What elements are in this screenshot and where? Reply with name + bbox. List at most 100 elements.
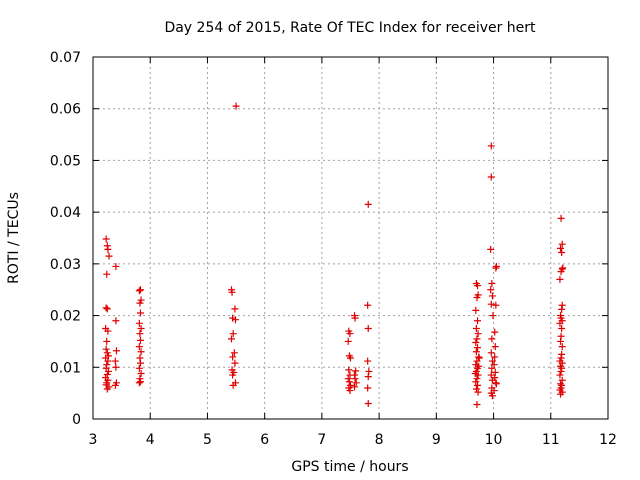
data-point	[135, 364, 143, 372]
data-point	[472, 378, 480, 386]
data-point	[556, 319, 564, 327]
data-point	[556, 275, 564, 283]
data-point	[346, 330, 354, 338]
data-point	[231, 316, 239, 324]
data-point	[136, 378, 144, 386]
data-point	[473, 293, 481, 301]
data-point	[104, 357, 112, 365]
data-point	[103, 337, 111, 345]
data-point	[558, 343, 566, 351]
data-point	[137, 325, 145, 332]
data-point	[136, 359, 144, 367]
data-point	[136, 330, 144, 338]
data-points	[102, 102, 567, 409]
data-point	[472, 385, 480, 393]
data-point	[559, 264, 567, 272]
data-point	[103, 270, 111, 278]
data-point	[492, 301, 500, 309]
data-point	[227, 335, 235, 343]
data-point	[487, 300, 495, 308]
x-tick-label: 9	[432, 432, 441, 448]
data-point	[487, 142, 495, 150]
data-point	[347, 354, 354, 362]
x-tick-label: 10	[485, 432, 503, 448]
x-tick-label: 5	[203, 432, 212, 448]
y-tick-label: 0.01	[50, 360, 81, 376]
data-point	[364, 301, 372, 309]
data-point	[230, 349, 238, 357]
chart-title: Day 254 of 2015, Rate Of TEC Index for r…	[164, 20, 536, 36]
data-point	[558, 325, 566, 332]
data-point	[490, 361, 498, 369]
data-point	[364, 399, 372, 407]
data-point	[491, 343, 499, 351]
y-tick-label: 0.07	[50, 50, 81, 66]
data-point	[136, 286, 144, 294]
data-point	[488, 392, 496, 400]
data-point	[487, 286, 495, 294]
data-point	[475, 354, 483, 362]
x-axis-label: GPS time / hours	[291, 459, 408, 475]
plot-frame	[92, 56, 609, 420]
data-point	[472, 348, 480, 356]
y-axis-label: ROTI / TECUs	[6, 192, 22, 284]
data-point	[558, 248, 566, 256]
data-point	[344, 337, 352, 345]
axis-ticks	[92, 56, 609, 420]
data-point	[103, 305, 111, 313]
data-point	[103, 349, 111, 357]
data-point	[112, 347, 120, 355]
data-point	[136, 309, 144, 317]
data-point	[489, 312, 497, 320]
data-point	[556, 371, 564, 379]
x-tick-label: 3	[89, 432, 98, 448]
data-point	[345, 366, 353, 374]
data-point	[104, 327, 112, 335]
data-point	[557, 367, 565, 375]
grid-lines	[93, 57, 608, 419]
y-tick-label: 0.03	[50, 257, 81, 273]
data-point	[105, 252, 113, 260]
data-point	[557, 390, 565, 398]
data-point	[135, 319, 143, 327]
y-tick-label: 0.02	[50, 309, 81, 325]
data-point	[136, 336, 144, 344]
data-point	[345, 378, 353, 386]
data-point	[473, 335, 481, 343]
data-point	[474, 282, 482, 290]
data-point	[474, 381, 482, 389]
y-tick-label: 0	[72, 412, 81, 428]
data-point	[229, 371, 237, 379]
data-point	[137, 369, 145, 377]
data-point	[364, 325, 372, 332]
x-tick-label: 11	[542, 432, 560, 448]
data-point	[487, 245, 495, 253]
data-point	[364, 357, 372, 365]
data-point	[112, 317, 120, 325]
data-point	[137, 296, 145, 304]
data-point	[135, 287, 143, 295]
data-point	[488, 364, 496, 372]
data-point	[112, 363, 120, 371]
data-point	[491, 328, 499, 336]
data-point	[103, 385, 111, 393]
data-point	[352, 367, 360, 375]
x-axis-tick-labels: 3 4 5 6 7 8 9 10 11 12	[89, 432, 617, 448]
data-point	[229, 381, 237, 389]
data-point	[112, 262, 120, 270]
data-point	[491, 353, 499, 361]
x-tick-label: 4	[146, 432, 155, 448]
data-point	[475, 362, 483, 370]
data-point	[472, 306, 480, 314]
data-point	[488, 280, 496, 288]
data-point	[228, 288, 236, 296]
data-point	[473, 375, 481, 383]
data-point	[104, 245, 112, 253]
data-point	[488, 335, 496, 343]
data-point	[137, 348, 145, 356]
y-axis-tick-labels: 0 0.01 0.02 0.03 0.04 0.05 0.06 0.07	[50, 50, 81, 428]
data-point	[488, 292, 496, 300]
data-point	[351, 314, 359, 322]
data-point	[558, 305, 566, 313]
